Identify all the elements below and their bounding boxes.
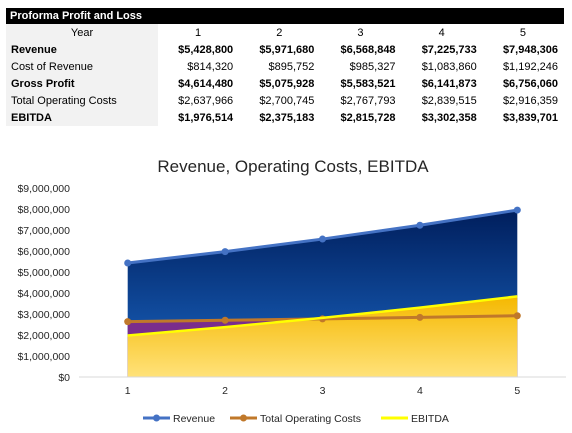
ebitda-legend-label: EBITDA — [411, 413, 449, 425]
y-axis-labels: $0 $1,000,000 $2,000,000 $3,000,000 $4,000,0… — [17, 183, 70, 384]
revenue-legend-label: Revenue — [173, 413, 215, 425]
row-label: Gross Profit — [6, 75, 158, 92]
table-cell: $5,583,521 — [340, 77, 396, 90]
table-cell: $6,568,848 — [340, 43, 396, 56]
chart-areas — [127, 210, 518, 377]
table-cell: $6,756,060 — [502, 77, 558, 90]
table-cell: $1,083,860 — [421, 60, 477, 73]
operating-costs-point — [124, 318, 132, 326]
table-cell: $7,948,306 — [502, 43, 558, 56]
table-cell: $985,327 — [349, 60, 396, 73]
y-tick-label: $5,000,000 — [17, 267, 70, 279]
revenue-point — [319, 235, 326, 243]
revenue-point — [124, 259, 132, 267]
x-tick-label: 4 — [417, 385, 423, 397]
table-row: Gross Profit $4,614,480 $5,075,928 $5,583,5… — [6, 75, 564, 92]
table-cell: $7,225,733 — [421, 43, 477, 56]
x-tick-label: 5 — [514, 385, 520, 397]
row-label: Total Operating Costs — [6, 92, 158, 109]
chart-title: Revenue, Operating Costs, EBITDA — [157, 157, 429, 176]
y-tick-label: $1,000,000 — [17, 351, 70, 363]
operating-costs-point — [513, 312, 521, 320]
table-cell: $4,614,480 — [178, 77, 234, 90]
operating-costs-legend-marker — [240, 414, 247, 422]
table-cell: $2,637,966 — [178, 94, 234, 107]
table-cell: $2,375,183 — [259, 111, 315, 124]
table-cell: $895,752 — [268, 60, 315, 73]
x-tick-label: 3 — [320, 385, 326, 397]
table-title-row: Proforma Profit and Loss — [6, 8, 564, 24]
table-cell: $5,428,800 — [178, 43, 234, 56]
table-row: EBITDA $1,976,514 $2,375,183 $2,815,728 $3,3… — [6, 109, 564, 126]
table-cell: $2,916,359 — [502, 94, 558, 107]
table-cell: $3,839,701 — [502, 111, 558, 124]
table-cell: $5,075,928 — [259, 77, 315, 90]
x-tick-label: 2 — [222, 385, 228, 397]
year-header-label: Year — [6, 24, 158, 41]
revenue-legend-marker — [153, 414, 160, 422]
row-label: EBITDA — [6, 109, 158, 126]
x-tick-label: 1 — [125, 385, 131, 397]
y-tick-label: $4,000,000 — [17, 288, 70, 300]
table-cell: $3,302,358 — [421, 111, 477, 124]
profit-loss-table: Proforma Profit and Loss Year 1 2 3 4 5 … — [6, 8, 564, 126]
table-row: Total Operating Costs $2,637,966 $2,700,74… — [6, 92, 564, 109]
x-axis: 1 2 3 4 5 — [79, 376, 566, 397]
operating-costs-point — [221, 316, 229, 324]
table-cell: $2,815,728 — [340, 111, 396, 124]
revenue-point — [221, 248, 229, 256]
ebitda-line — [127, 295, 518, 337]
year-header-cell: 4 — [438, 26, 445, 39]
table-cell: $814,320 — [187, 60, 234, 73]
table-cell: $2,767,793 — [340, 94, 396, 107]
revenue-point — [513, 206, 521, 214]
y-tick-label: $7,000,000 — [17, 225, 70, 237]
row-label: Cost of Revenue — [6, 58, 158, 75]
y-tick-label: $3,000,000 — [17, 309, 70, 321]
table-cell: $2,700,745 — [259, 94, 315, 107]
table-cell: $1,192,246 — [502, 60, 558, 73]
revenue-point — [416, 221, 424, 229]
table-title: Proforma Profit and Loss — [6, 8, 564, 24]
y-tick-label: $8,000,000 — [17, 204, 70, 216]
year-header-cell: 1 — [195, 26, 202, 39]
table-cell: $5,971,680 — [259, 43, 315, 56]
row-label: Revenue — [6, 41, 158, 58]
table-row: Revenue $5,428,800 $5,971,680 $6,568,848 $7,… — [6, 41, 564, 58]
y-tick-label: $0 — [58, 372, 70, 384]
operating-costs-point — [416, 313, 424, 321]
table-row: Cost of Revenue $814,320 $895,752 $985,327 $… — [6, 58, 564, 75]
chart-legend: Revenue Total Operating Costs EBITDA — [143, 413, 449, 425]
y-tick-label: $9,000,000 — [17, 183, 70, 195]
table-cell: $2,839,515 — [421, 94, 477, 107]
year-header-cell: 3 — [357, 26, 364, 39]
y-tick-label: $2,000,000 — [17, 330, 70, 342]
year-header-row: Year 1 2 3 4 5 — [6, 24, 564, 41]
table-cell: $6,141,873 — [421, 77, 477, 90]
operating-costs-legend-label: Total Operating Costs — [260, 413, 361, 425]
year-header-cell: 2 — [276, 26, 283, 39]
table-cell: $1,976,514 — [178, 111, 234, 124]
y-tick-label: $6,000,000 — [17, 246, 70, 258]
chart-lines — [124, 206, 521, 337]
year-header-cell: 5 — [519, 26, 526, 39]
revenue-costs-ebitda-chart: Revenue, Operating Costs, EBITDA $0 $1,00… — [17, 157, 566, 425]
